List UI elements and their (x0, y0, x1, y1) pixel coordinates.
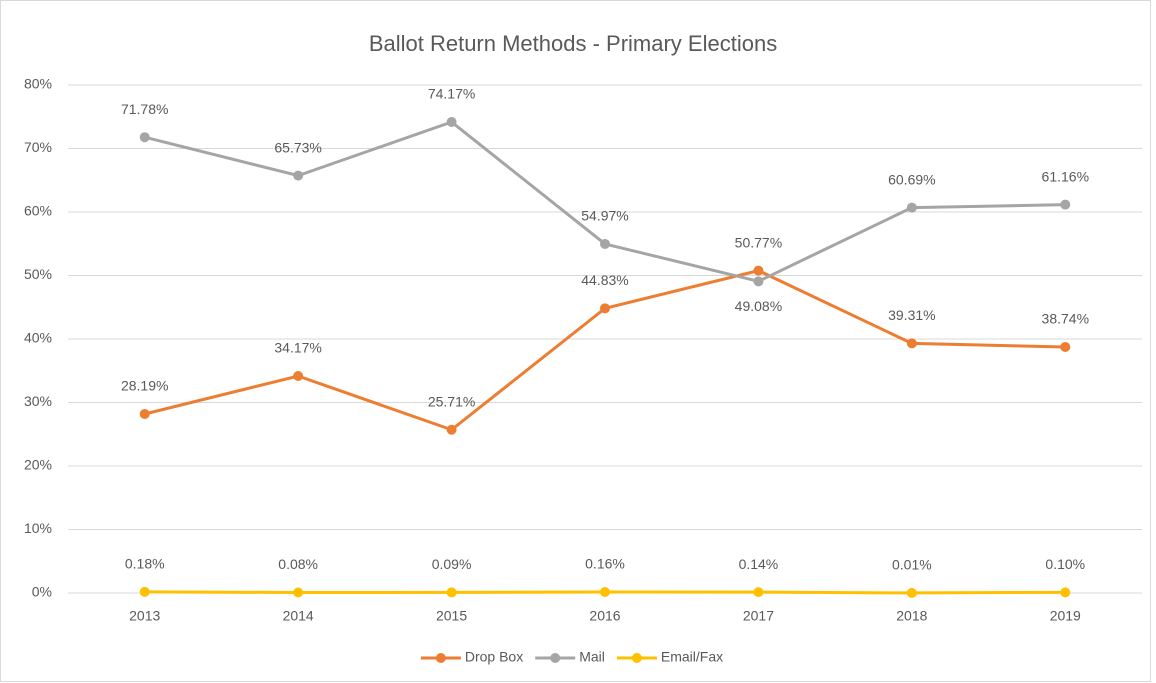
data-label: 49.08% (735, 298, 782, 314)
legend-label: Mail (579, 649, 605, 665)
data-label: 0.14% (739, 556, 779, 572)
x-tick-label: 2019 (1050, 608, 1081, 624)
data-label: 0.16% (585, 556, 625, 572)
data-point (753, 587, 764, 598)
data-label: 74.17% (428, 86, 475, 102)
y-tick-label: 60% (24, 203, 52, 219)
data-point (1060, 587, 1071, 598)
data-label: 34.17% (274, 340, 321, 356)
data-label: 61.16% (1042, 168, 1089, 184)
data-label: 0.01% (892, 557, 932, 573)
y-tick-label: 0% (32, 584, 52, 600)
data-point (753, 265, 764, 276)
y-tick-label: 50% (24, 266, 52, 282)
data-point (446, 117, 457, 128)
data-label: 0.09% (432, 556, 472, 572)
y-tick-label: 20% (24, 457, 52, 473)
legend-marker (550, 653, 561, 663)
legend-marker (631, 653, 642, 663)
data-label: 0.10% (1045, 556, 1085, 572)
data-point (600, 586, 610, 597)
y-tick-label: 30% (24, 393, 52, 409)
legend-marker (435, 653, 446, 663)
data-point (600, 303, 610, 314)
data-point (293, 587, 304, 598)
data-point (906, 338, 917, 349)
data-point (293, 170, 304, 181)
data-label: 38.74% (1042, 311, 1089, 327)
data-point (139, 408, 150, 419)
data-point (139, 586, 150, 597)
data-label: 0.08% (278, 556, 318, 572)
data-label: 60.69% (888, 171, 935, 187)
data-label: 28.19% (121, 378, 168, 394)
x-tick-label: 2018 (896, 608, 927, 624)
data-label: 25.71% (428, 393, 475, 409)
y-tick-label: 10% (24, 520, 52, 536)
x-tick-label: 2013 (129, 608, 160, 624)
data-point (446, 587, 457, 598)
data-label: 71.78% (121, 101, 168, 117)
chart-title: Ballot Return Methods - Primary Election… (369, 31, 777, 56)
data-point (1060, 342, 1071, 353)
y-tick-label: 70% (24, 139, 52, 155)
data-point (753, 276, 764, 287)
legend-label: Email/Fax (661, 649, 723, 665)
y-tick-label: 80% (24, 76, 52, 92)
data-label: 44.83% (581, 272, 628, 288)
data-label: 65.73% (274, 139, 321, 155)
data-label: 54.97% (581, 208, 628, 224)
y-tick-label: 40% (24, 330, 52, 346)
data-point (600, 238, 610, 249)
data-point (906, 202, 917, 213)
data-point (446, 424, 457, 435)
x-tick-label: 2016 (589, 608, 620, 624)
data-point (1060, 199, 1071, 210)
data-point (906, 587, 917, 598)
legend-label: Drop Box (465, 649, 523, 665)
x-tick-label: 2014 (283, 608, 314, 624)
data-point (293, 371, 304, 382)
data-label: 50.77% (735, 234, 782, 250)
data-label: 0.18% (125, 556, 165, 572)
x-tick-label: 2015 (436, 608, 467, 624)
x-tick-label: 2017 (743, 608, 774, 624)
data-label: 39.31% (888, 307, 935, 323)
data-point (139, 132, 150, 143)
